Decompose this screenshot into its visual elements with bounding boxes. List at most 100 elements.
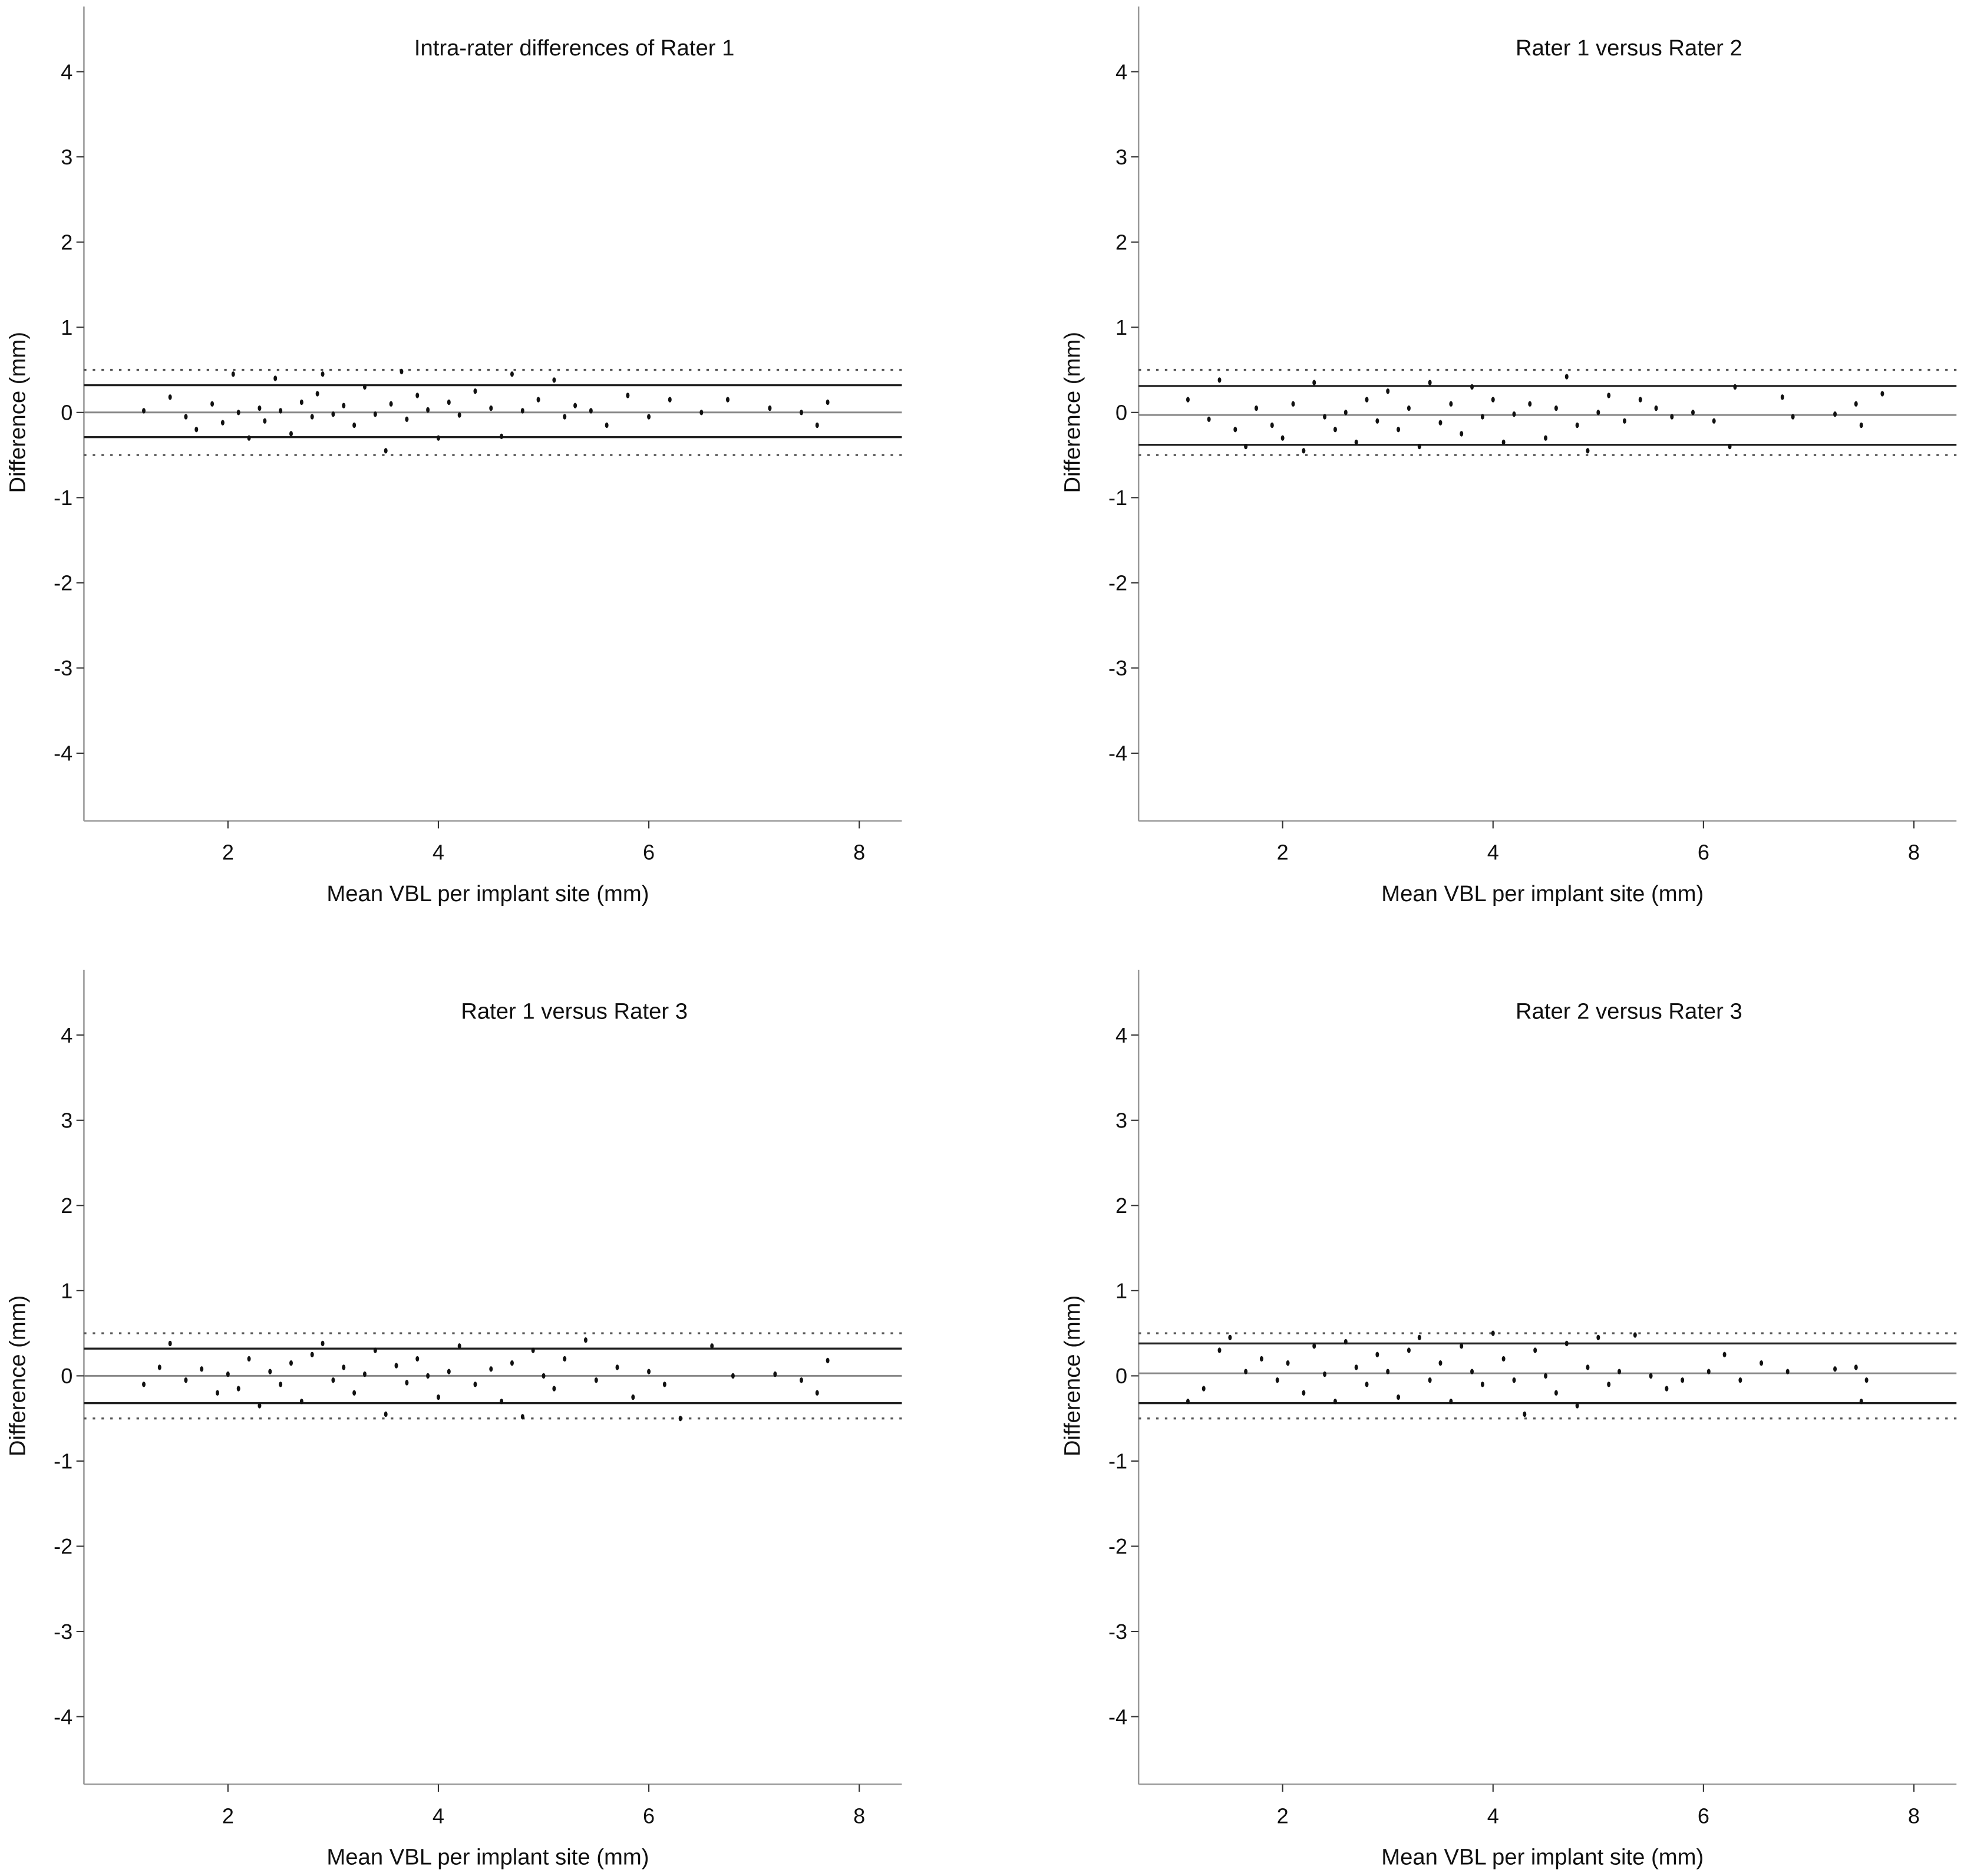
data-point — [699, 410, 704, 416]
y-tick-label: 4 — [61, 1023, 72, 1047]
data-point — [500, 433, 504, 439]
data-point — [626, 393, 630, 398]
y-tick-label: 4 — [61, 60, 72, 84]
x-axis-label: Mean VBL per implant site (mm) — [1381, 881, 1704, 906]
data-point — [1491, 397, 1495, 403]
y-tick-label: 0 — [61, 1364, 72, 1388]
data-point — [1312, 1343, 1316, 1349]
data-point — [1417, 443, 1421, 450]
data-point — [310, 414, 314, 420]
data-point — [1312, 380, 1316, 385]
data-point — [447, 1369, 451, 1374]
data-point — [1654, 405, 1658, 411]
data-point — [1375, 1351, 1379, 1357]
data-point — [1438, 420, 1443, 426]
data-point — [1622, 418, 1626, 424]
data-point — [342, 403, 346, 408]
data-point — [1670, 414, 1674, 420]
data-point — [315, 391, 319, 397]
data-point — [773, 1371, 777, 1377]
data-point — [1681, 1377, 1685, 1383]
data-point — [247, 1356, 251, 1362]
data-point — [1275, 1377, 1279, 1383]
data-point — [1533, 1347, 1537, 1353]
y-tick-label: -1 — [1108, 486, 1127, 510]
data-point — [1722, 1351, 1727, 1357]
y-tick-label: -4 — [1108, 1704, 1127, 1729]
data-point — [1528, 401, 1532, 407]
data-point — [615, 1364, 619, 1370]
y-axis-label: Difference (mm) — [5, 332, 31, 493]
data-point — [1259, 1356, 1263, 1362]
chart-title: Intra-rater differences of Rater 1 — [414, 35, 735, 61]
data-point — [1554, 1390, 1558, 1396]
data-point — [726, 397, 730, 403]
data-point — [473, 388, 477, 394]
y-tick-label: -1 — [1108, 1449, 1127, 1473]
y-tick-label: -3 — [54, 1620, 72, 1644]
data-point — [352, 1390, 357, 1396]
data-point — [1386, 1369, 1390, 1374]
data-point — [1544, 435, 1548, 441]
y-tick-label: 1 — [61, 315, 72, 339]
data-point — [258, 1403, 262, 1409]
data-point — [299, 1399, 303, 1404]
chart-title: Rater 2 versus Rater 3 — [1516, 999, 1742, 1024]
data-point — [489, 1366, 493, 1372]
y-tick-label: 4 — [1115, 1023, 1127, 1047]
data-point — [1244, 1369, 1248, 1374]
data-point — [800, 410, 803, 416]
x-tick-label: 2 — [222, 840, 234, 865]
x-tick-label: 8 — [1908, 840, 1920, 865]
y-tick-label: 1 — [1115, 1279, 1127, 1303]
data-point — [321, 371, 325, 377]
data-point — [1438, 1360, 1443, 1366]
data-point — [457, 412, 461, 418]
data-point — [1201, 1386, 1206, 1392]
data-point — [473, 1382, 477, 1387]
data-point — [373, 411, 377, 417]
data-point — [426, 407, 430, 413]
data-point — [157, 1364, 161, 1370]
data-point — [168, 394, 172, 400]
x-tick-label: 4 — [1487, 840, 1499, 865]
data-point — [1333, 427, 1337, 433]
data-point — [583, 1337, 587, 1343]
data-point — [258, 405, 262, 411]
data-point — [405, 416, 409, 423]
data-point — [1233, 427, 1237, 433]
data-point — [1480, 1382, 1484, 1387]
data-point — [1407, 1347, 1411, 1353]
data-point — [1785, 1369, 1790, 1374]
y-tick-label: 3 — [1115, 145, 1127, 169]
data-point — [1691, 410, 1695, 416]
data-point — [1207, 416, 1211, 423]
data-point — [1733, 384, 1737, 390]
data-point — [1323, 1371, 1327, 1377]
data-point — [563, 1356, 567, 1362]
data-point — [1618, 1369, 1622, 1374]
data-point — [1428, 380, 1432, 385]
data-point — [142, 1382, 146, 1387]
data-point — [394, 1363, 398, 1369]
data-point — [1596, 410, 1600, 416]
y-axis-label: Difference (mm) — [1059, 1295, 1085, 1456]
data-point — [1586, 448, 1590, 454]
data-point — [415, 1356, 420, 1362]
data-point — [1738, 1377, 1742, 1383]
data-point — [1780, 394, 1784, 400]
y-tick-label: 2 — [61, 230, 72, 254]
data-point — [800, 1377, 803, 1383]
data-point — [1501, 439, 1506, 446]
data-point — [1854, 401, 1858, 407]
data-point — [268, 1369, 272, 1374]
data-point — [1255, 405, 1258, 411]
y-tick-label: -1 — [54, 1449, 72, 1473]
data-point — [1397, 427, 1401, 433]
data-point — [342, 1364, 346, 1370]
data-point — [436, 1394, 440, 1400]
data-point — [1564, 1340, 1569, 1347]
data-point — [1354, 1364, 1358, 1370]
data-point — [1470, 1369, 1474, 1374]
